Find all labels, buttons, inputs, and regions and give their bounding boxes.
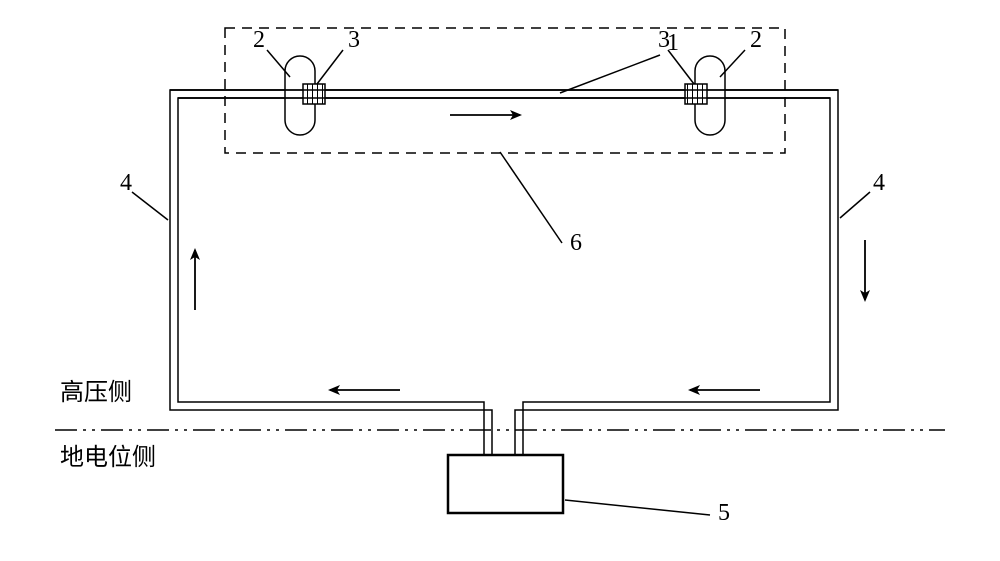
leader-4-left [132, 192, 168, 220]
label-5: 5 [718, 500, 730, 526]
label-4-right: 4 [873, 170, 885, 196]
hatch-right [685, 84, 707, 104]
diagram-svg: 高压侧地电位侧122334456 [0, 0, 1000, 561]
leader-6 [500, 152, 562, 243]
label-3-left: 3 [348, 27, 360, 53]
hatch-left [303, 84, 325, 104]
label-2-left: 2 [253, 27, 265, 53]
leader-5 [565, 500, 710, 515]
pipe-inner [178, 98, 830, 455]
device-box [448, 455, 563, 513]
label-high-side: 高压侧 [60, 379, 132, 406]
label-ground-side: 地电位侧 [60, 444, 156, 471]
label-6: 6 [570, 230, 582, 256]
pipe-outer [170, 90, 838, 455]
label-4-left: 4 [120, 170, 132, 196]
label-2-right: 2 [750, 27, 762, 53]
leader-3-left [317, 50, 343, 84]
leader-1 [560, 55, 660, 93]
leader-4-right [840, 192, 870, 218]
label-3-right: 3 [658, 27, 670, 53]
